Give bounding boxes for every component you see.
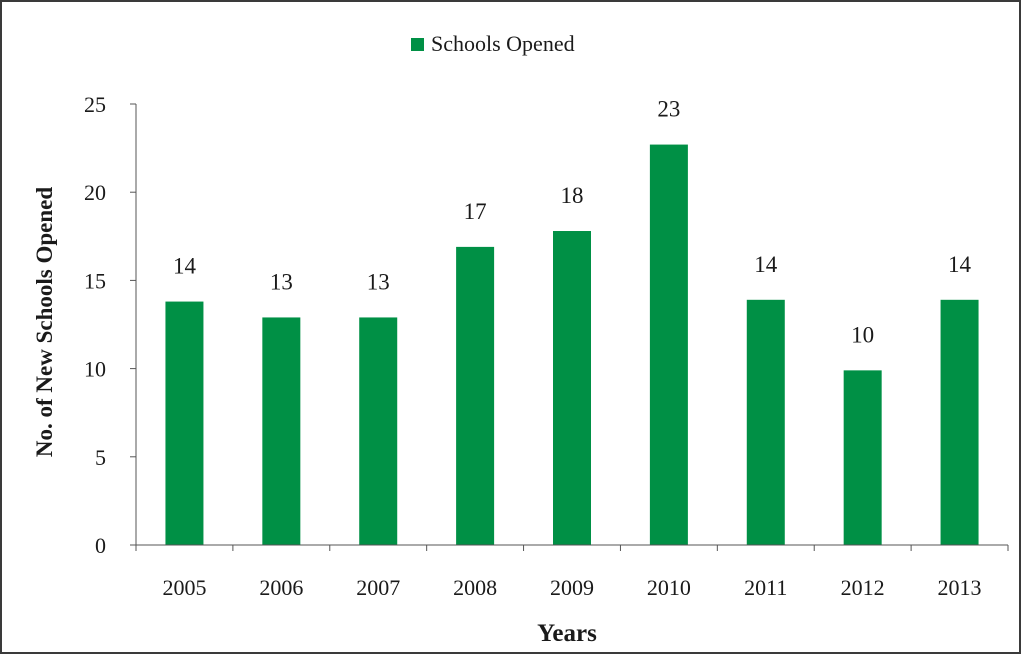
bar bbox=[262, 317, 301, 545]
bar bbox=[553, 231, 591, 545]
data-label: 13 bbox=[270, 269, 293, 294]
data-label: 23 bbox=[657, 97, 680, 122]
data-labels: 14 13 13 17 18 23 14 10 14 bbox=[173, 97, 972, 348]
legend-label: Schools Opened bbox=[431, 31, 575, 56]
bar-series bbox=[165, 144, 979, 545]
bar bbox=[165, 301, 204, 545]
x-tick-label: 2009 bbox=[550, 575, 594, 600]
data-label: 14 bbox=[754, 252, 778, 277]
y-tick-label: 15 bbox=[84, 268, 106, 293]
x-tick-label: 2011 bbox=[744, 575, 787, 600]
bar bbox=[649, 144, 688, 545]
data-label: 17 bbox=[464, 199, 487, 224]
x-tick-label: 2007 bbox=[356, 575, 400, 600]
x-tick-label: 2013 bbox=[938, 575, 982, 600]
data-label: 14 bbox=[173, 254, 197, 279]
y-tick-label: 10 bbox=[84, 357, 106, 382]
x-tick-label: 2005 bbox=[162, 575, 206, 600]
x-axis-title: Years bbox=[537, 620, 597, 647]
y-tick-label: 20 bbox=[84, 180, 106, 205]
x-axis: 2005 2006 2007 2008 2009 2010 2011 2012 2013 bbox=[135, 545, 1009, 600]
bar bbox=[456, 246, 495, 545]
bar bbox=[746, 299, 785, 545]
legend: Schools Opened bbox=[411, 31, 575, 56]
y-axis-title: No. of New Schools Opened bbox=[32, 187, 57, 457]
y-axis: 0 5 10 15 20 25 bbox=[84, 92, 136, 558]
x-tick-label: 2006 bbox=[259, 575, 303, 600]
bar bbox=[940, 299, 979, 545]
y-tick-label: 0 bbox=[95, 533, 106, 558]
x-tick-label: 2012 bbox=[841, 575, 885, 600]
x-tick-label: 2008 bbox=[453, 575, 497, 600]
data-label: 10 bbox=[851, 322, 874, 347]
x-tick-label: 2010 bbox=[647, 575, 691, 600]
bar bbox=[359, 317, 398, 545]
data-label: 18 bbox=[561, 183, 584, 208]
legend-swatch bbox=[411, 38, 424, 51]
data-label: 14 bbox=[948, 252, 972, 277]
data-label: 13 bbox=[367, 269, 390, 294]
y-tick-label: 25 bbox=[84, 92, 106, 117]
y-tick-label: 5 bbox=[95, 445, 106, 470]
bar bbox=[843, 370, 882, 545]
